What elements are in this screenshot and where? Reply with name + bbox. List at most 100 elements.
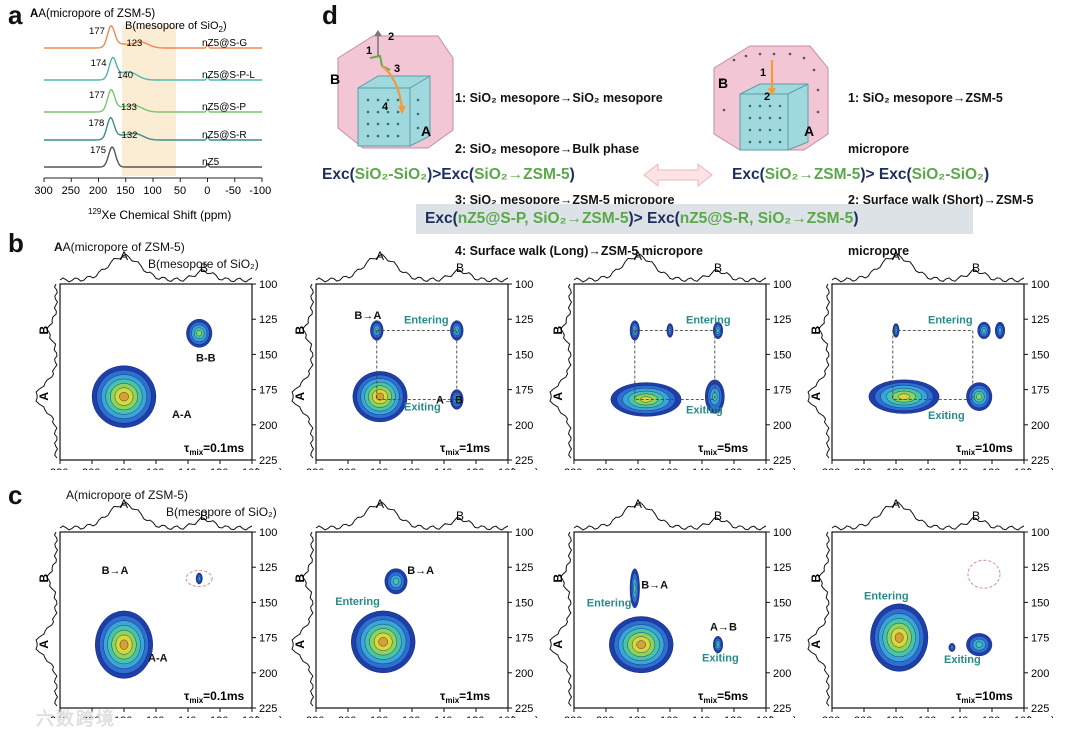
y-tick-label: 150 xyxy=(259,597,277,609)
eq-left-p2: )>Exc( xyxy=(427,166,475,183)
x-tick-label: 120 xyxy=(210,467,228,470)
panel-c-header-a-text: A(micropore of ZSM-5) xyxy=(66,488,189,502)
x-tick-label: 120 xyxy=(210,715,228,718)
y-tick-label: 175 xyxy=(515,633,533,645)
mechanism-right-1: 1: SiO₂ mesopore→ZSM-5 xyxy=(848,91,1003,105)
y-tick-label: 125 xyxy=(259,314,277,326)
y-tick-label: 150 xyxy=(515,597,533,609)
top-projection xyxy=(315,253,509,283)
y-tick-label: 125 xyxy=(1031,562,1049,574)
y-tick-label: 125 xyxy=(773,314,791,326)
y-tick-label: 150 xyxy=(1031,349,1049,361)
contour-1-3 xyxy=(975,641,983,648)
eq-left-g1: SiO₂-SiO₂ xyxy=(354,166,428,183)
left-projection xyxy=(549,283,573,459)
mechanism-list-right: 1: SiO₂ mesopore→ZSM-5 micropore 2: Surf… xyxy=(848,56,1033,277)
peak-annotation: B→A xyxy=(354,310,381,322)
left-projection xyxy=(291,283,315,459)
tmix-label: τmix=10ms xyxy=(956,689,1013,705)
exsy-plot-c-0: 220200180160140120100(ppm)10012515017520… xyxy=(35,497,283,718)
panel-a-spectra-chart: AA(micropore of ZSM-5) B(mesopore of SiO… xyxy=(30,8,271,222)
peak-annotation: B→A xyxy=(407,565,434,577)
x-tick-label: 120 xyxy=(982,467,1000,470)
equation-left: Exc(SiO₂-SiO₂)>Exc(SiO₂→ZSM-5) xyxy=(322,166,575,184)
peak-label-0-0: 177 xyxy=(89,26,105,37)
equation-right: Exc(SiO₂→ZSM-5)> Exc(SiO₂-SiO₂) xyxy=(732,166,989,184)
y-tick-label: 100 xyxy=(1031,527,1049,539)
ppm-unit-label: (ppm) xyxy=(254,715,283,718)
x-tick-label: 100 xyxy=(756,715,774,718)
left-label-a: A xyxy=(551,640,565,649)
x-tick-label-8: -100 xyxy=(249,185,271,197)
x-tick-label: 220 xyxy=(50,715,68,718)
x-tick-label: 140 xyxy=(178,467,196,470)
peak-annotation: Exiting xyxy=(944,654,981,666)
y-tick-label: 150 xyxy=(515,349,533,361)
label-b-end: ) xyxy=(223,20,227,32)
spectrum-line-4 xyxy=(44,146,262,168)
exsy-plot-c-1: 220200180160140120100(ppm)10012515017520… xyxy=(291,497,539,718)
y-tick-label: 175 xyxy=(773,633,791,645)
x-tick-label: 200 xyxy=(338,467,356,470)
peak-label-1-1: 140 xyxy=(117,70,133,81)
top-label-a: A xyxy=(376,249,384,263)
tmix-label: τmix=10ms xyxy=(956,441,1013,457)
x-tick-label: 140 xyxy=(692,467,710,470)
x-tick-label-3: 150 xyxy=(116,185,134,197)
ppm-unit-label: (ppm) xyxy=(768,467,797,470)
left-label-a: A xyxy=(551,392,565,401)
schematic-right-label-b: B xyxy=(718,75,728,91)
panel-letter-b: b xyxy=(8,228,24,258)
contour-0-6 xyxy=(119,392,129,402)
spectrum-line-2 xyxy=(44,88,262,113)
plot-frame xyxy=(315,531,509,709)
top-label-a: A xyxy=(634,249,642,263)
x-tick-label: 200 xyxy=(854,467,872,470)
mechanism-list-left: 1: SiO₂ mesopore→SiO₂ mesopore 2: SiO₂ m… xyxy=(455,56,703,277)
x-tick-label-0: 300 xyxy=(34,185,52,197)
x-tick-label: 180 xyxy=(370,467,388,470)
y-tick-label: 200 xyxy=(259,420,277,432)
x-tick-label: 140 xyxy=(950,467,968,470)
x-tick-label: 180 xyxy=(114,467,132,470)
x-tick-label: 220 xyxy=(564,467,582,470)
mechanism-left-3: 3: SiO₂ mesopore→ZSM-5 micropore xyxy=(455,193,675,207)
contour-0-6 xyxy=(636,640,646,649)
peak-annotation: Exiting xyxy=(702,653,739,665)
y-tick-label: 225 xyxy=(259,455,277,467)
peak-annotation: A-A xyxy=(148,653,168,665)
y-tick-label: 225 xyxy=(1031,703,1049,715)
y-tick-label: 200 xyxy=(1031,668,1049,680)
eq-bottom-p2: )> Exc( xyxy=(628,210,680,227)
exsy-plot-b-1: 220200180160140120100(ppm)10012515017520… xyxy=(291,249,539,470)
contour-1-3 xyxy=(392,577,399,585)
y-tick-label: 200 xyxy=(773,668,791,680)
watermark: 六数跨境 xyxy=(36,709,116,729)
x-tick-label: 100 xyxy=(242,715,260,718)
peak-annotation: Exiting xyxy=(686,405,723,417)
peak-annotation: A→B xyxy=(436,395,463,407)
exchange-connector xyxy=(634,330,716,400)
tmix-label: τmix=0.1ms xyxy=(184,689,245,705)
label-b-sub: 2 xyxy=(219,25,224,34)
x-tick-label: 120 xyxy=(724,715,742,718)
series-name-2: nZ5@S-P xyxy=(202,102,246,113)
x-tick-label: 220 xyxy=(822,467,840,470)
left-projection xyxy=(807,531,831,707)
top-projection xyxy=(831,253,1025,283)
ppm-unit-label: (ppm) xyxy=(1026,715,1055,718)
y-tick-label: 200 xyxy=(515,420,533,432)
top-label-b: B xyxy=(200,261,208,275)
eq-right-g2: SiO₂-SiO₂ xyxy=(911,166,984,183)
top-projection xyxy=(573,501,767,531)
spectrum-line-0 xyxy=(44,24,262,49)
x-tick-label: 140 xyxy=(434,467,452,470)
eq-bottom-g1: nZ5@S-P, SiO₂→ZSM-5 xyxy=(457,210,629,227)
tmix-label: τmix=1ms xyxy=(440,441,491,457)
x-tick-label: 160 xyxy=(660,715,678,718)
contour-0-6 xyxy=(375,392,385,401)
panel-c-header-b-text: B(mesopore of SiO₂) xyxy=(166,505,277,519)
contour-2-3 xyxy=(716,642,720,647)
eq-right-p3: ) xyxy=(983,166,990,183)
x-tick-label: 180 xyxy=(628,467,646,470)
